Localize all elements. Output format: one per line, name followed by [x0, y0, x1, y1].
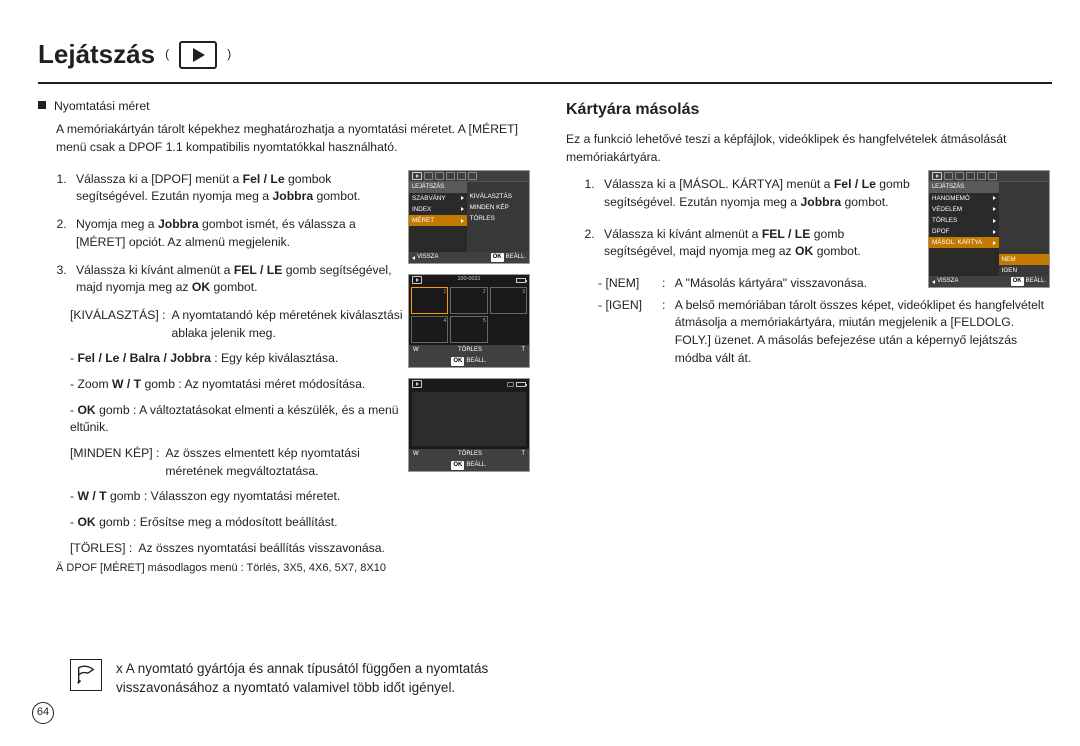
dash-2: - Zoom W / T gomb : Az nyomtatási méret … [70, 376, 410, 394]
playback-icon [412, 276, 422, 284]
rlcd-r0: NEM [999, 254, 1049, 265]
rlcd-back: VISSZA [937, 277, 958, 286]
lcd3-ok: OK [451, 461, 464, 470]
playback-mode-icon [179, 41, 217, 69]
menu-icon-4 [977, 172, 986, 180]
lcd-thumbnails: 100-0031 1 2 3 4 5 W TÖRLES T OKBEÁLL. [408, 274, 530, 368]
lcd3-set: BEÁLL. [466, 461, 486, 470]
rlcd-l1: VÉDELEM [929, 204, 999, 215]
kivalasztas-val: A nyomtatandó kép méretének kiválasztási… [172, 307, 410, 342]
rlcd-l4: MÁSOL. KÁRTYA [929, 237, 999, 248]
lcd2-mid: TÖRLES [458, 346, 482, 355]
page-title: Lejátszás [38, 36, 155, 74]
thumb-4: 4 [411, 316, 448, 343]
rlcd-set: BEÁLL. [1026, 277, 1046, 286]
lcd2-set: BEÁLL. [466, 357, 486, 366]
thumb-6 [490, 316, 527, 343]
left-intro: A memóriakártyán tárolt képekhez meghatá… [56, 121, 538, 156]
minden-key: [MINDEN KÉP] : [70, 445, 159, 480]
menu-icon-1 [424, 172, 433, 180]
lcd1-right-0: KIVÁLASZTÁS [467, 191, 529, 202]
kivalasztas-key: [KIVÁLASZTÁS] : [70, 307, 166, 342]
lcd-menu: LEJÁTSZÁS SZABVÁNY INDEX MÉRET KIVÁLASZT… [408, 170, 530, 264]
note-text: x A nyomtató gyártója és annak típusától… [116, 659, 590, 698]
lcd2-counter: 100-0031 [457, 276, 480, 284]
rlcd-l3: DPOF [929, 226, 999, 237]
lcd1-left-2: MÉRET [409, 215, 467, 226]
lcd1-left-0: SZABVÁNY [409, 193, 467, 204]
lcd2-t: T [521, 346, 525, 355]
right-heading: Kártyára másolás [566, 98, 1052, 121]
battery-icon [516, 382, 526, 387]
title-paren-open: ( [165, 46, 169, 64]
torles-val: Az összes nyomtatási beállítás visszavon… [138, 540, 410, 558]
thumb-2: 2 [450, 287, 487, 314]
lcd3-t: T [521, 450, 525, 459]
lcd-copy-menu: LEJÁTSZÁS HANGMEMÓ VÉDELEM TÖRLES DPOF M… [928, 170, 1050, 288]
title-paren-close: ) [227, 46, 231, 64]
rlcd-r1: IGEN [999, 265, 1049, 276]
lcd2-ok: OK [451, 357, 464, 366]
lcd1-right-2: TÖRLES [467, 213, 529, 224]
lcd-single: W TÖRLES T OKBEÁLL. [408, 378, 530, 472]
menu-icon-2 [955, 172, 964, 180]
step-1: Válassza ki a [DPOF] menüt a Fel / Le go… [70, 171, 396, 206]
lcd1-ok: OK [491, 253, 504, 262]
menu-icon-4 [457, 172, 466, 180]
torles-key: [TÖRLES] : [70, 540, 132, 558]
dash-4: - W / T gomb : Válasszon egy nyomtatási … [70, 488, 410, 506]
menu-icon-3 [966, 172, 975, 180]
rlcd-l0: HANGMEMÓ [929, 193, 999, 204]
thumb-5: 5 [450, 316, 487, 343]
lcd1-header: LEJÁTSZÁS [409, 182, 467, 193]
note-icon [70, 659, 102, 691]
lcd1-back: VISSZA [417, 253, 438, 262]
menu-icon-2 [435, 172, 444, 180]
dash-1: - Fel / Le / Balra / Jobbra : Egy kép ki… [70, 350, 410, 368]
right-intro: Ez a funkció lehetővé teszi a képfájlok,… [566, 131, 1052, 166]
bullet-square-icon [38, 101, 46, 109]
minden-val: Az összes elmentett kép nyomtatási méret… [165, 445, 410, 480]
card-icon [507, 382, 514, 387]
lcd3-mid: TÖRLES [458, 450, 482, 459]
left-subheading: Nyomtatási méret [54, 98, 150, 116]
rlcd-header: LEJÁTSZÁS [929, 182, 999, 193]
igen-row: - [IGEN] : A belső memóriában tárolt öss… [598, 297, 1052, 368]
rlcd-l2: TÖRLES [929, 215, 999, 226]
photo-area [412, 392, 526, 446]
menu-icon-1 [944, 172, 953, 180]
dash-5: - OK gomb : Erősítse meg a módosított be… [70, 514, 410, 532]
battery-icon [516, 278, 526, 283]
lcd1-set: BEÁLL. [506, 253, 526, 262]
thumb-3: 3 [490, 287, 527, 314]
thumb-1: 1 [411, 287, 448, 314]
step-2: Nyomja meg a Jobbra gombot ismét, és vál… [70, 216, 396, 251]
playback-icon [932, 172, 942, 180]
menu-icon-5 [468, 172, 477, 180]
playback-icon [412, 380, 422, 388]
menu-icon-3 [446, 172, 455, 180]
lcd3-w: W [413, 450, 419, 459]
footnote: Ä DPOF [MÉRET] másodlagos menü : Törlés,… [56, 561, 538, 577]
dash-3: - OK gomb : A változtatásokat elmenti a … [70, 402, 410, 437]
lcd-stack: LEJÁTSZÁS SZABVÁNY INDEX MÉRET KIVÁLASZT… [408, 170, 530, 472]
lcd1-left-1: INDEX [409, 204, 467, 215]
step-3: Válassza ki kívánt almenüt a FEL / LE go… [70, 262, 396, 297]
menu-icon-5 [988, 172, 997, 180]
lcd1-right-1: MINDEN KÉP [467, 202, 529, 213]
lcd2-w: W [413, 346, 419, 355]
playback-icon [412, 172, 422, 180]
rlcd-ok: OK [1011, 277, 1024, 286]
left-steps: Válassza ki a [DPOF] menüt a Fel / Le go… [56, 171, 396, 297]
page-number: 64 [32, 702, 54, 724]
